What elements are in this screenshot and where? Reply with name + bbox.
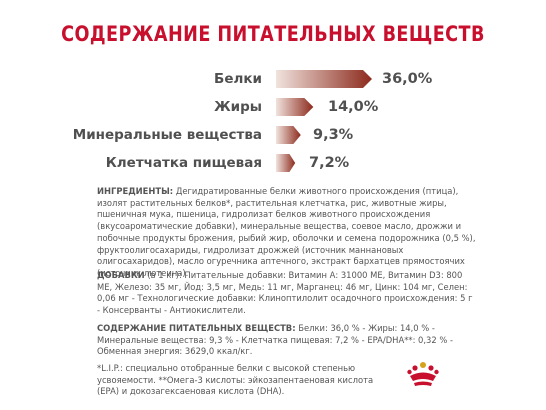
nutrient-bar [276,98,314,116]
nutrient-bar-shape [276,70,372,88]
ingredients-text: Дегидратированные белки животного происх… [97,186,476,278]
nutrient-bar-shape [276,98,314,116]
nutrition-paragraph: СОДЕРЖАНИЕ ПИТАТЕЛЬНЫХ ВЕЩЕСТВ: Белки: 3… [97,323,477,358]
nutrient-row-fat: Жиры 14,0% [0,96,546,118]
nutrient-bar-shape [276,126,301,144]
nutrient-row-protein: Белки 36,0% [0,68,546,90]
nutrient-bar [276,70,372,88]
page-title: СОДЕРЖАНИЕ ПИТАТЕЛЬНЫХ ВЕЩЕСТВ [61,22,485,46]
ingredients-paragraph: ИНГРЕДИЕНТЫ: Дегидратированные белки жив… [97,186,477,280]
footnotes-paragraph: *L.I.P.: специально отобранные белки с в… [97,363,397,398]
nutrient-bar [276,126,301,144]
additives-paragraph: ДОБАВКИ (в 1 кг): Питательные добавки: В… [97,270,477,317]
footnotes-text: *L.I.P.: специально отобранные белки с в… [97,363,374,397]
nutrient-label: Жиры [214,99,262,115]
nutrient-label: Минеральные вещества [72,127,262,143]
nutrition-heading: СОДЕРЖАНИЕ ПИТАТЕЛЬНЫХ ВЕЩЕСТВ: [97,323,296,333]
nutrition-text: Белки: 36,0 % - Жиры: 14,0 % - Минеральн… [97,323,454,357]
nutrient-value: 36,0% [382,71,433,87]
additives-text: (в 1 кг): Питательные добавки: Витамин А… [97,270,473,316]
nutrient-value: 7,2% [309,155,350,171]
nutrient-value: 9,3% [313,127,354,143]
nutrient-bar-shape [276,154,296,172]
ingredients-heading: ИНГРЕДИЕНТЫ: [97,186,174,196]
nutrient-value: 14,0% [328,99,379,115]
additives-heading: ДОБАВКИ [97,270,145,280]
nutrient-bar [276,154,296,172]
nutrient-row-minerals: Минеральные вещества 9,3% [0,124,546,146]
nutrient-row-fiber: Клетчатка пищевая 7,2% [0,152,546,174]
royal-canin-crown-icon [407,362,439,386]
nutrient-label: Клетчатка пищевая [105,155,262,171]
nutrient-label: Белки [214,71,262,87]
